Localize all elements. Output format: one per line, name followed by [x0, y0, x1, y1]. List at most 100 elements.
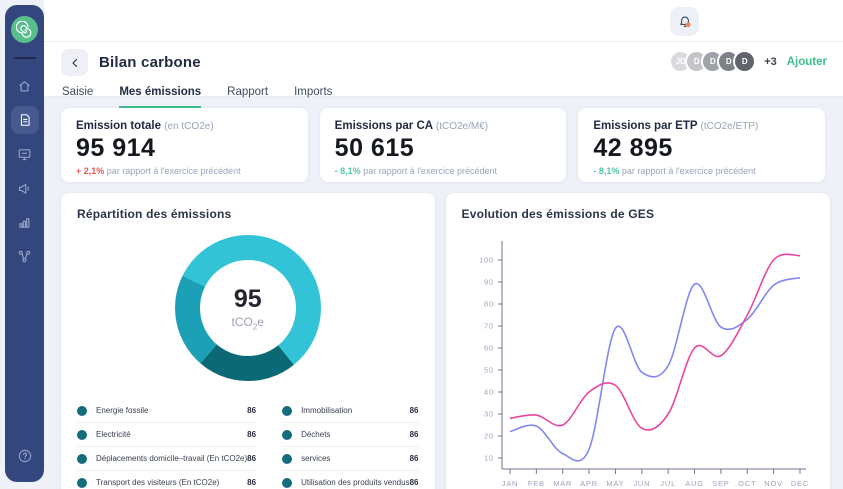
donut-card-title: Répartition des émissions: [77, 207, 419, 221]
sidebar-item-monitor[interactable]: [11, 140, 39, 168]
legend-value: 86: [410, 454, 419, 463]
legend-value: 86: [247, 406, 256, 415]
legend-label: Déchets: [301, 430, 410, 439]
kpi-value: 42 895: [593, 134, 810, 163]
kpi-change: - 8,1% par rapport à l'exercice précéden…: [335, 166, 552, 176]
legend-dot-icon: [77, 478, 87, 488]
kpi-change: - 8,1% par rapport à l'exercice précéden…: [593, 166, 810, 176]
notification-bell-button[interactable]: [670, 7, 699, 36]
main-content: Emission totale (en tCO2e) 95 914 + 2,1% p…: [44, 98, 843, 489]
sidebar-item-home[interactable]: [11, 72, 39, 100]
svg-text:FEB: FEB: [527, 479, 544, 488]
kpi-title: Emission totale (en tCO2e): [76, 120, 293, 132]
legend-value: 86: [410, 478, 419, 487]
avatar[interactable]: D: [733, 50, 756, 73]
legend-item[interactable]: Energie fossile86: [77, 399, 256, 423]
svg-text:60: 60: [484, 344, 494, 353]
sidebar: [5, 5, 44, 482]
legend-dot-icon: [77, 406, 87, 416]
tab-rapport[interactable]: Rapport: [227, 86, 268, 108]
notification-dot: [685, 22, 690, 27]
legend-item[interactable]: Immobilisation86: [282, 399, 418, 423]
legend-dot-icon: [282, 478, 292, 488]
tab-saisie[interactable]: Saisie: [62, 86, 93, 108]
tab-imports[interactable]: Imports: [294, 86, 332, 108]
emissions-donut-chart[interactable]: 95 tCO2e: [175, 235, 321, 381]
avatar-stack[interactable]: JDDDDD: [669, 50, 756, 73]
legend-item[interactable]: Utilisation des produits vendus86: [282, 471, 418, 489]
sidebar-item-documents[interactable]: [11, 106, 39, 134]
svg-text:AUG: AUG: [685, 479, 704, 488]
legend-label: services: [301, 454, 410, 463]
legend-dot-icon: [282, 430, 292, 440]
svg-text:30: 30: [484, 410, 494, 419]
back-button[interactable]: [61, 49, 88, 76]
sidebar-item-organization[interactable]: [11, 242, 39, 270]
svg-text:90: 90: [484, 278, 494, 287]
donut-legend: Energie fossile86Electricité86Déplacemen…: [77, 399, 419, 489]
tab-mes-missions[interactable]: Mes émissions: [119, 86, 201, 108]
legend-label: Electricité: [96, 430, 247, 439]
legend-item[interactable]: Transport des visiteurs (En tCO2e)86: [77, 471, 256, 489]
svg-text:100: 100: [479, 256, 494, 265]
svg-text:10: 10: [484, 454, 494, 463]
legend-dot-icon: [77, 430, 87, 440]
kpi-unit: (tCO2e/ETP): [701, 121, 759, 132]
donut-center-unit: tCO2e: [232, 315, 264, 331]
kpi-card: Emission totale (en tCO2e) 95 914 + 2,1% p…: [60, 107, 309, 183]
svg-text:70: 70: [484, 322, 494, 331]
legend-dot-icon: [282, 406, 292, 416]
svg-text:JAN: JAN: [501, 479, 518, 488]
kpi-value: 50 615: [335, 134, 552, 163]
legend-dot-icon: [282, 454, 292, 464]
legend-label: Energie fossile: [96, 406, 247, 415]
topbar: [44, 0, 843, 42]
svg-text:JUL: JUL: [660, 479, 676, 488]
legend-item[interactable]: services86: [282, 447, 418, 471]
svg-text:DEC: DEC: [790, 479, 808, 488]
add-member-link[interactable]: Ajouter: [787, 56, 827, 68]
avatar-more-count: +3: [764, 56, 777, 68]
legend-value: 86: [247, 430, 256, 439]
svg-text:MAR: MAR: [553, 479, 572, 488]
legend-dot-icon: [77, 454, 87, 464]
kpi-title: Emissions par ETP (tCO2e/ETP): [593, 120, 810, 132]
donut-center: 95 tCO2e: [200, 260, 296, 356]
line-card-title: Evolution des émissions de GES: [462, 207, 814, 221]
kpi-card: Emissions par ETP (tCO2e/ETP) 42 895 - 8,1…: [577, 107, 826, 183]
legend-label: Utilisation des produits vendus: [301, 478, 410, 487]
app-logo-icon[interactable]: [11, 16, 38, 43]
page-title: Bilan carbone: [99, 54, 201, 71]
svg-text:NOV: NOV: [764, 479, 783, 488]
svg-text:40: 40: [484, 388, 494, 397]
svg-text:JUN: JUN: [633, 479, 650, 488]
sidebar-divider: [14, 57, 36, 59]
legend-item[interactable]: Déplacements domicile–travail (En tCO2e)…: [77, 447, 256, 471]
legend-item[interactable]: Déchets86: [282, 423, 418, 447]
sidebar-item-announcements[interactable]: [11, 174, 39, 202]
help-icon[interactable]: [11, 442, 39, 470]
kpi-unit: (en tCO2e): [164, 121, 213, 132]
legend-value: 86: [410, 406, 419, 415]
kpi-unit: (tCO2e/M€): [436, 121, 488, 132]
svg-text:SEP: SEP: [712, 479, 729, 488]
ges-line-chart[interactable]: 102030405060708090100JANFEBMARAPRMAYJUNJ…: [462, 227, 814, 489]
legend-item[interactable]: Electricité86: [77, 423, 256, 447]
legend-label: Transport des visiteurs (En tCO2e): [96, 478, 247, 487]
kpi-change: + 2,1% par rapport à l'exercice précéden…: [76, 166, 293, 176]
kpi-title: Emissions par CA (tCO2e/M€): [335, 120, 552, 132]
sidebar-item-statistics[interactable]: [11, 208, 39, 236]
kpi-row: Emission totale (en tCO2e) 95 914 + 2,1% p…: [60, 107, 826, 183]
svg-text:APR: APR: [580, 479, 598, 488]
svg-text:50: 50: [484, 366, 494, 375]
tab-bar: Saisie Mes émissions Rapport Imports: [44, 76, 843, 108]
legend-value: 86: [410, 430, 419, 439]
legend-label: Déplacements domicile–travail (En tCO2e): [96, 454, 247, 463]
kpi-value: 95 914: [76, 134, 293, 163]
legend-value: 86: [247, 454, 256, 463]
legend-label: Immobilisation: [301, 406, 410, 415]
ges-evolution-card: Evolution des émissions de GES 102030405…: [445, 192, 831, 489]
donut-center-value: 95: [234, 285, 262, 314]
page-header: Bilan carbone JDDDDD +3 Ajouter SaisieMe…: [44, 42, 843, 97]
emissions-breakdown-card: Répartition des émissions 95 tCO2e Energ…: [60, 192, 436, 489]
